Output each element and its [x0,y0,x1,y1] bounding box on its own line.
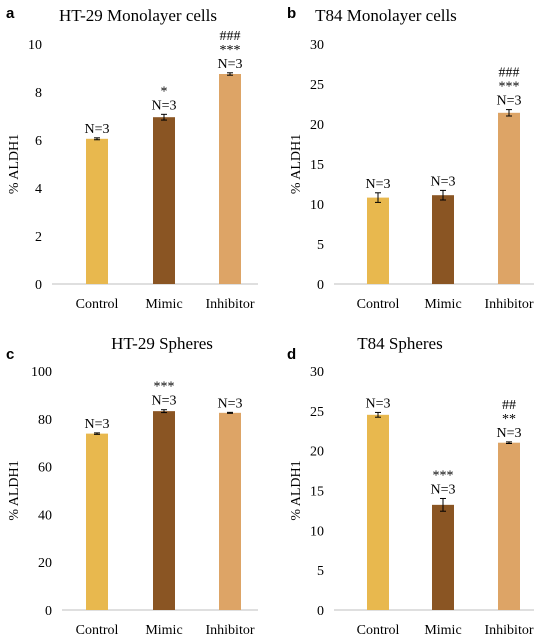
panel-a-title: HT-29 Monolayer cells [59,6,217,25]
bar-annotation: N=3 [217,57,242,72]
bar-annotation: N=3 [430,482,455,497]
panel-d-title: T84 Spheres [357,334,442,353]
x-tick-label: Inhibitor [485,297,534,312]
bar-annotation: ** [502,412,516,427]
y-axis-label: % ALDH1 [289,134,304,194]
bar-inhibitor [498,112,520,284]
y-tick-label: 6 [35,134,42,149]
y-tick-label: 10 [310,198,324,213]
x-tick-label: Mimic [145,297,182,312]
y-tick-label: 30 [310,365,324,380]
bar-inhibitor [219,74,241,284]
chart-b: 0 5 10 15 20 25 30 % ALDH1 Control N=3 Mimic N=3 Inh… [289,38,534,312]
y-tick-label: 0 [35,278,42,293]
bar-annotation: N=3 [84,122,109,137]
bar-annotation: *** [499,80,520,95]
y-tick-label: 0 [317,278,324,293]
y-tick-label: 25 [310,78,324,93]
y-tick-label: 40 [38,508,52,523]
x-tick-label: Inhibitor [485,623,534,638]
panel-b-letter: b [287,5,296,22]
bar-annotation: * [161,84,168,99]
panel-d: d T84 Spheres [287,334,443,363]
bar-annotation: *** [433,468,454,483]
bar-annotation: N=3 [84,417,109,432]
bar-control [86,433,108,610]
x-tick-label: Mimic [424,297,461,312]
x-tick-label: Control [76,623,119,638]
y-tick-label: 30 [310,38,324,53]
panel-d-letter: d [287,346,296,363]
bar-mimic [432,195,454,284]
x-tick-label: Mimic [145,623,182,638]
panel-c-letter: c [6,346,14,363]
bar-annotation: ## [502,398,516,413]
bar-control [86,138,108,284]
bar-inhibitor [219,412,241,610]
bar-annotation: *** [220,43,241,58]
bar-annotation: N=3 [217,396,242,411]
y-axis-label: % ALDH1 [7,134,22,194]
panel-c-title: HT-29 Spheres [111,334,213,353]
bar-control [367,414,389,610]
x-tick-label: Control [76,297,119,312]
y-tick-label: 15 [310,485,324,500]
x-tick-label: Control [357,297,400,312]
y-tick-label: 80 [38,413,52,428]
panel-b: b T84 Monolayer cells [287,5,457,25]
x-tick-label: Mimic [424,623,461,638]
panel-c: c HT-29 Spheres [6,334,213,363]
y-tick-label: 2 [35,230,42,245]
panel-a-letter: a [6,5,15,22]
bar-annotation: N=3 [496,94,521,109]
y-axis-label: % ALDH1 [7,460,22,520]
y-tick-label: 0 [45,604,52,619]
bar-annotation: N=3 [365,396,390,411]
y-tick-label: 4 [35,182,42,197]
y-tick-label: 60 [38,461,52,476]
y-tick-label: 20 [310,118,324,133]
bar-mimic [153,117,175,284]
bar-inhibitor [498,442,520,610]
bar-annotation: ### [499,66,520,81]
y-axis-label: % ALDH1 [289,460,304,520]
bar-mimic [153,411,175,610]
bar-annotation: N=3 [151,394,176,409]
bar-annotation: N=3 [430,174,455,189]
y-tick-label: 20 [38,556,52,571]
y-tick-label: 5 [317,238,324,253]
bar-annotation: N=3 [496,426,521,441]
panel-a: a HT-29 Monolayer cells [6,5,217,25]
y-tick-label: 15 [310,158,324,173]
x-tick-label: Inhibitor [206,623,255,638]
bar-mimic [432,504,454,610]
y-tick-label: 20 [310,445,324,460]
bar-annotation: ### [220,29,241,44]
bar-annotation: N=3 [151,98,176,113]
y-tick-label: 0 [317,604,324,619]
y-tick-label: 25 [310,405,324,420]
y-tick-label: 100 [31,365,52,380]
panel-b-title: T84 Monolayer cells [315,6,457,25]
bar-annotation: N=3 [365,177,390,192]
y-tick-label: 5 [317,564,324,579]
x-tick-label: Control [357,623,400,638]
x-tick-label: Inhibitor [206,297,255,312]
bar-control [367,197,389,284]
y-tick-label: 10 [28,38,42,53]
bar-annotation: *** [154,380,175,395]
y-tick-label: 10 [310,524,324,539]
y-tick-label: 8 [35,86,42,101]
